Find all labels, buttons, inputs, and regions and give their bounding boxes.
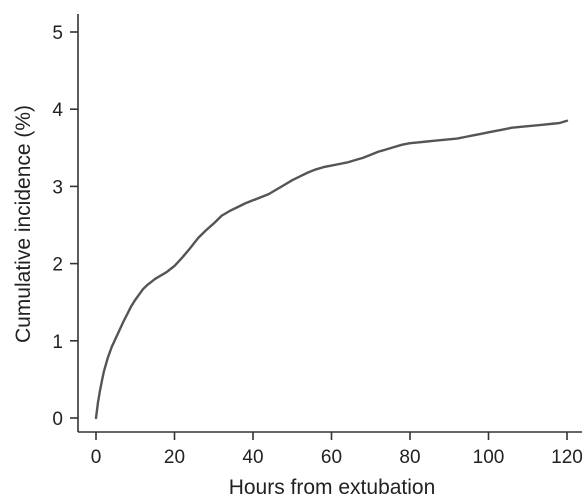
y-axis-label: Cumulative incidence (%) [12, 105, 35, 343]
y-tick-label-4: 4 [52, 100, 63, 121]
x-tick-label-5: 100 [473, 447, 505, 468]
y-tick-label-5: 5 [52, 23, 63, 44]
series-line-0 [94, 119, 569, 420]
y-tick-label-2: 2 [52, 255, 63, 276]
x-tick-label-2: 40 [242, 447, 263, 468]
x-ticks: 0 20 40 60 80 100 120 [91, 432, 583, 468]
x-tick-label-1: 20 [164, 447, 185, 468]
y-ticks: 0 1 2 3 4 5 [52, 23, 78, 430]
plot-area: 0 1 2 3 4 5 0 20 40 60 80 100 120 [52, 14, 583, 468]
x-tick-label-4: 80 [399, 447, 420, 468]
y-tick-label-1: 1 [52, 332, 63, 353]
x-tick-label-0: 0 [91, 447, 102, 468]
x-tick-label-6: 120 [551, 447, 583, 468]
y-tick-label-3: 3 [52, 177, 63, 198]
series-layer [94, 119, 569, 420]
x-tick-label-3: 60 [321, 447, 342, 468]
x-axis-label: Hours from extubation [229, 476, 436, 499]
y-tick-label-0: 0 [52, 409, 63, 430]
